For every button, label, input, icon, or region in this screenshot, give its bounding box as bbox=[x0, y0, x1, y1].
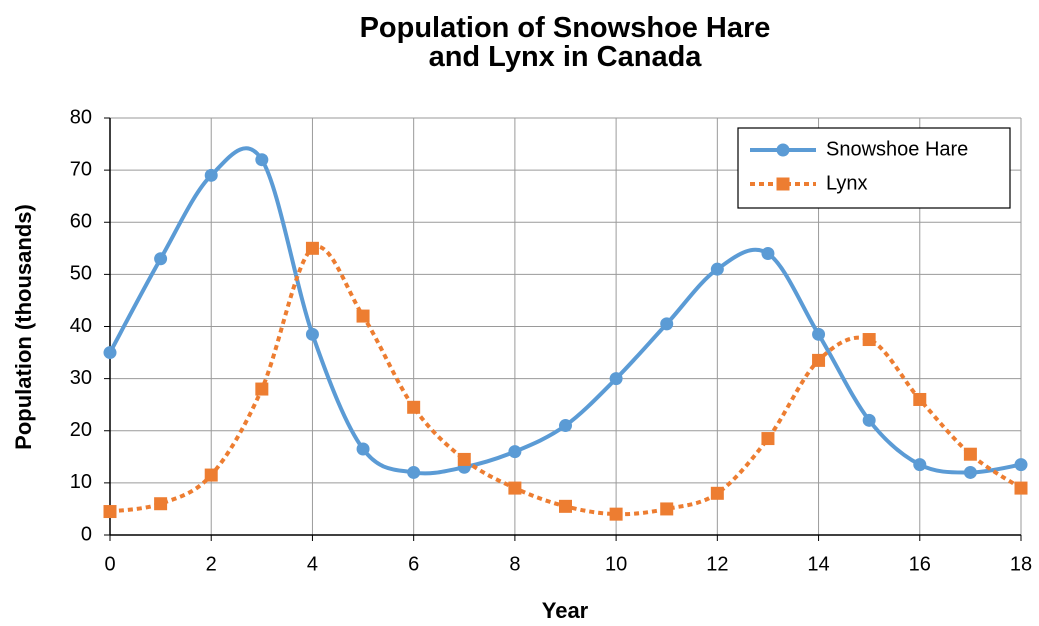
x-tick-label: 10 bbox=[605, 553, 627, 575]
x-tick-label: 6 bbox=[408, 553, 419, 575]
marker bbox=[710, 486, 724, 500]
marker bbox=[913, 392, 927, 406]
series-line bbox=[108, 146, 1022, 476]
marker bbox=[356, 442, 370, 456]
series-line bbox=[109, 244, 1023, 517]
marker bbox=[963, 447, 977, 461]
marker bbox=[761, 247, 775, 261]
x-tick-label: 0 bbox=[104, 553, 115, 575]
marker bbox=[609, 372, 623, 386]
legend-box bbox=[737, 127, 1011, 209]
chart-title: Population of Snowshoe Hare and Lynx in … bbox=[359, 12, 771, 73]
y-tick-label: 50 bbox=[70, 263, 92, 285]
marker bbox=[407, 400, 421, 414]
x-tick-label: 16 bbox=[909, 553, 931, 575]
marker bbox=[963, 465, 977, 479]
marker bbox=[457, 452, 471, 466]
legend-marker bbox=[776, 143, 790, 157]
marker bbox=[559, 499, 572, 513]
y-axis-label: Population (thousands) bbox=[11, 204, 36, 450]
marker bbox=[407, 465, 421, 479]
marker bbox=[255, 153, 269, 167]
y-tick-label: 40 bbox=[70, 315, 92, 337]
legend: Snowshoe Hare Lynx bbox=[737, 127, 1011, 209]
y-tick-label: 70 bbox=[70, 158, 92, 180]
marker bbox=[660, 502, 674, 516]
y-tick-label: 60 bbox=[70, 211, 92, 233]
marker bbox=[305, 327, 319, 341]
marker bbox=[710, 262, 724, 276]
marker bbox=[255, 382, 269, 396]
marker bbox=[204, 468, 218, 482]
marker bbox=[103, 505, 117, 519]
y-tick-label: 10 bbox=[70, 471, 92, 493]
x-tick-label: 18 bbox=[1010, 553, 1032, 575]
marker bbox=[609, 507, 623, 521]
marker bbox=[812, 327, 826, 341]
marker bbox=[559, 419, 572, 433]
x-tick-label: 14 bbox=[807, 553, 829, 575]
marker bbox=[761, 432, 775, 446]
marker bbox=[812, 353, 826, 367]
marker bbox=[862, 333, 876, 347]
y-tick-label: 80 bbox=[70, 106, 92, 128]
x-axis-label: Year bbox=[542, 598, 589, 623]
y-tick-label: 20 bbox=[70, 419, 92, 441]
marker bbox=[154, 252, 168, 266]
marker bbox=[103, 346, 117, 360]
x-tick-label: 12 bbox=[706, 553, 728, 575]
legend-label: Lynx bbox=[826, 172, 868, 194]
marker bbox=[204, 168, 218, 182]
x-tick-label: 8 bbox=[509, 553, 520, 575]
marker bbox=[508, 445, 522, 459]
marker bbox=[1014, 481, 1028, 495]
marker bbox=[913, 458, 927, 472]
marker bbox=[305, 241, 319, 255]
marker bbox=[508, 481, 522, 495]
marker bbox=[660, 317, 674, 331]
y-tick-label: 0 bbox=[81, 523, 92, 545]
y-tick-label: 30 bbox=[70, 367, 92, 389]
x-tick-label: 4 bbox=[307, 553, 318, 575]
marker bbox=[1014, 458, 1028, 472]
legend-marker bbox=[776, 177, 790, 191]
marker bbox=[154, 497, 168, 511]
x-tick-label: 2 bbox=[206, 553, 217, 575]
legend-label: Snowshoe Hare bbox=[826, 138, 968, 160]
marker bbox=[862, 413, 876, 427]
marker bbox=[356, 309, 370, 323]
